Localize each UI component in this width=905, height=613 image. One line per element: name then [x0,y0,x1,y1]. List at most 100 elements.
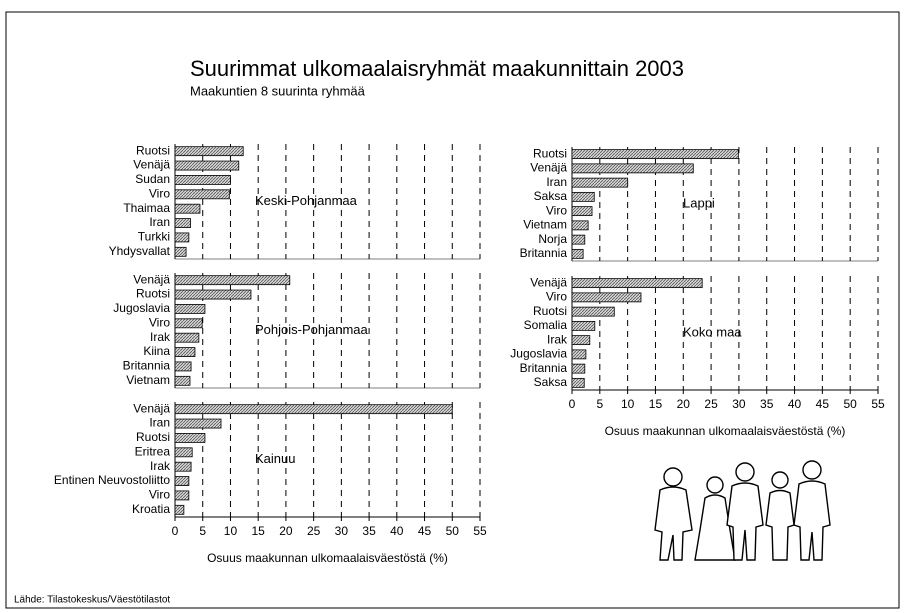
x-tick-label: 15 [252,524,266,538]
y-tick-label: Ruotsi [533,146,567,160]
panel-label: Koko maa [683,324,742,339]
bar [572,293,641,302]
bar [572,279,702,288]
x-tick-label: 10 [621,397,635,411]
y-tick-label: Vietnam [126,373,170,387]
y-tick-label: Britannia [520,246,568,260]
y-tick-label: Vietnam [523,218,567,232]
y-tick-label: Viro [149,315,170,329]
bar [175,204,200,213]
bar [175,304,205,313]
bar [175,276,290,285]
y-tick-label: Jugoslavia [510,347,567,361]
bar [572,364,585,373]
x-tick-label: 50 [446,524,460,538]
bar [175,477,189,486]
y-tick-label: Viro [149,186,170,200]
x-tick-label: 5 [199,524,206,538]
y-tick-label: Kiina [143,344,170,358]
x-tick-label: 0 [569,397,576,411]
x-tick-label: 0 [172,524,179,538]
x-tick-label: 45 [418,524,432,538]
bar [572,207,592,216]
y-tick-label: Irak [150,330,171,344]
x-tick-label: 40 [390,524,404,538]
panel-label: Lappi [683,195,715,210]
panel-label: Pohjois-Pohjanmaa [255,322,369,337]
bar [572,150,738,159]
y-tick-label: Eritrea [135,444,171,458]
y-tick-label: Thaimaa [123,201,170,215]
bar [572,321,595,330]
x-tick-label: 55 [473,524,487,538]
y-tick-label: Irak [150,459,171,473]
bar [175,433,205,442]
y-tick-label: Venäjä [133,401,170,415]
x-tick-label: 50 [844,397,858,411]
y-tick-label: Venäjä [133,272,170,286]
y-tick-label: Viro [546,290,567,304]
x-tick-label: 35 [362,524,376,538]
y-tick-label: Iran [149,215,170,229]
bar [175,247,186,256]
y-tick-label: Saksa [534,375,568,389]
bar [572,249,583,258]
bar [175,462,191,471]
bar [572,378,584,387]
bar [572,235,585,244]
chart-page: Suurimmat ulkomaalaisryhmät maakunnittai… [0,0,905,613]
x-axis-label: Osuus maakunnan ulkomaalaisväestöstä (%) [605,424,846,438]
bar [572,164,693,173]
bar [175,219,191,228]
bar [175,376,190,385]
bar [175,448,192,457]
x-tick-label: 45 [816,397,830,411]
bar [572,178,628,187]
y-tick-label: Iran [546,175,567,189]
y-tick-label: Venäjä [530,161,567,175]
x-tick-label: 15 [649,397,663,411]
chart-subtitle: Maakuntien 8 suurinta ryhmää [190,83,366,98]
y-tick-label: Ruotsi [136,430,170,444]
x-tick-label: 30 [732,397,746,411]
bar [175,491,189,500]
y-tick-label: Britannia [520,361,568,375]
x-tick-label: 40 [788,397,802,411]
y-tick-label: Yhdysvallat [109,244,171,258]
x-tick-label: 25 [704,397,718,411]
y-tick-label: Iran [149,416,170,430]
bar [572,221,588,230]
bar [175,319,202,328]
y-tick-label: Jugoslavia [113,301,170,315]
y-tick-label: Venäjä [133,158,170,172]
x-tick-label: 10 [224,524,238,538]
source-note: Lähde: Tilastokeskus/Väestötilastot [14,595,170,606]
y-tick-label: Irak [547,332,568,346]
x-tick-label: 55 [871,397,885,411]
panel-label: Keski-Pohjanmaa [255,193,358,208]
y-tick-label: Ruotsi [136,287,170,301]
bar [175,362,191,371]
bar [175,505,184,514]
chart-title: Suurimmat ulkomaalaisryhmät maakunnittai… [190,56,684,81]
y-tick-label: Norja [538,232,567,246]
bar [175,190,229,199]
x-tick-label: 20 [677,397,691,411]
y-tick-label: Kroatia [132,502,170,516]
y-tick-label: Entinen Neuvostoliitto [54,473,170,487]
bar [175,175,230,184]
y-tick-label: Sudan [135,172,170,186]
y-tick-label: Venäjä [530,275,567,289]
y-tick-label: Viro [546,203,567,217]
y-tick-label: Ruotsi [533,304,567,318]
x-axis-label: Osuus maakunnan ulkomaalaisväestöstä (%) [207,551,448,565]
x-tick-label: 25 [307,524,321,538]
y-tick-label: Turkki [138,230,170,244]
y-tick-label: Somalia [524,318,568,332]
bar [572,336,590,345]
y-tick-label: Ruotsi [136,143,170,157]
y-tick-label: Britannia [123,359,171,373]
bar [175,419,221,428]
y-tick-label: Viro [149,488,170,502]
bar [175,290,251,299]
